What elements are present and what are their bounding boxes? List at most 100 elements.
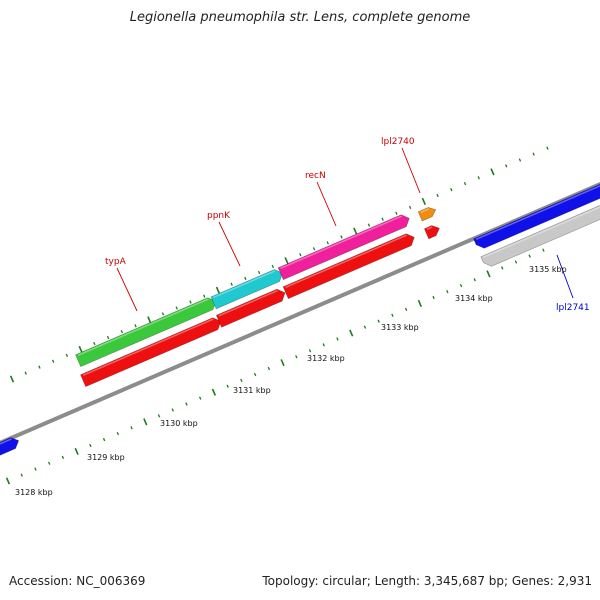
tick-mark <box>528 254 531 258</box>
feature-shape <box>215 288 286 328</box>
scale-label: 3133 kbp <box>381 323 419 332</box>
gene-labels: typA ppnK recN lpl2740 lpl2741 <box>105 137 590 313</box>
tick-mark <box>353 227 358 235</box>
gray-feature <box>480 198 600 267</box>
gene-label-typA: typA <box>105 257 127 267</box>
scale-label: 3132 kbp <box>307 354 345 363</box>
feature-highlight <box>77 298 209 356</box>
tick-mark <box>240 378 243 383</box>
tick-mark <box>404 307 408 311</box>
tick-mark <box>134 324 137 328</box>
tick-mark <box>130 426 133 430</box>
tick-row-outer <box>9 146 549 383</box>
feature-shape <box>80 317 222 388</box>
tick-mark <box>267 366 271 371</box>
scale-label: 3131 kbp <box>233 386 271 395</box>
tick-mark <box>226 384 229 388</box>
feature-highlight <box>213 270 276 299</box>
tick-mark <box>486 270 491 278</box>
tick-mark <box>74 447 79 455</box>
tick-mark <box>490 168 495 176</box>
tick-mark <box>473 278 476 282</box>
tick-mark <box>432 295 435 300</box>
tick-mark <box>61 455 65 459</box>
tick-mark <box>518 158 522 162</box>
feature-highlight <box>475 182 600 240</box>
tick-mark <box>436 193 439 198</box>
tick-mark <box>9 375 15 383</box>
tick-mark <box>230 282 233 286</box>
feature-shape <box>480 198 600 267</box>
feature-shape <box>210 269 283 310</box>
tick-mark <box>408 205 412 209</box>
tick-mark <box>161 312 165 316</box>
tick-mark <box>367 223 371 227</box>
cds-arrow <box>215 288 286 328</box>
tick-mark <box>93 341 96 346</box>
tick-row-inner <box>5 248 545 485</box>
tick-mark <box>143 418 148 426</box>
tick-mark <box>271 264 275 269</box>
scale-label: 3134 kbp <box>455 294 493 303</box>
tick-mark <box>463 182 467 186</box>
tick-mark <box>280 359 285 367</box>
feature-highlight <box>426 226 433 230</box>
tick-mark <box>244 276 247 281</box>
cds-arrow <box>282 233 415 300</box>
tick-mark <box>89 443 92 448</box>
scale-label: 3135 kbp <box>529 265 567 274</box>
callout-lpl2741 <box>556 254 574 299</box>
tick-mark <box>391 313 394 317</box>
tick-mark <box>532 152 535 156</box>
tick-mark <box>421 197 426 205</box>
tick-mark <box>459 284 463 288</box>
cds-arrow <box>424 225 440 240</box>
callout-lpl2740 <box>401 147 421 194</box>
tick-mark <box>326 241 329 245</box>
tick-mark <box>514 260 518 264</box>
feature-highlight <box>285 234 408 289</box>
tick-mark <box>312 247 316 251</box>
callout-ppnK <box>218 221 241 267</box>
gene-arrow-typA <box>75 297 217 368</box>
tick-mark <box>299 253 302 257</box>
tick-mark <box>203 294 206 298</box>
feature-shape <box>282 233 415 300</box>
tick-mark <box>185 402 188 406</box>
tick-mark <box>171 408 174 412</box>
feature-shape <box>0 437 20 460</box>
tick-mark <box>377 319 380 323</box>
tick-mark <box>147 316 152 324</box>
tick-mark <box>120 330 124 334</box>
tick-mark <box>199 396 202 400</box>
tick-mark <box>215 286 221 294</box>
gene-arrow-left <box>0 437 20 460</box>
tick-mark <box>34 467 37 471</box>
gene-arrow-ppnK <box>210 269 283 310</box>
tick-mark <box>395 211 398 215</box>
feature-shape <box>277 214 410 281</box>
tick-mark <box>284 257 289 265</box>
tick-mark <box>20 473 23 477</box>
tick-mark <box>47 461 51 465</box>
tick-mark <box>38 365 41 369</box>
tick-mark <box>65 353 69 357</box>
tick-mark <box>175 306 178 310</box>
tick-mark <box>546 146 549 150</box>
gene-label-lpl2740: lpl2740 <box>381 137 415 147</box>
tick-mark <box>51 359 55 363</box>
feature-highlight <box>0 438 12 450</box>
tick-mark <box>501 266 504 270</box>
scale-labels: 3128 kbp 3129 kbp 3130 kbp 3131 kbp 3132… <box>15 265 567 497</box>
tick-mark <box>24 371 27 375</box>
tick-mark <box>505 164 508 168</box>
feature-track <box>0 178 600 460</box>
gene-arrow-recN <box>277 214 410 281</box>
tick-mark <box>157 414 161 418</box>
feature-shape <box>417 207 437 222</box>
feature-highlight <box>280 215 403 270</box>
tick-mark <box>450 187 453 192</box>
gene-label-recN: recN <box>305 171 326 181</box>
map-title: Legionella pneumophila str. Lens, comple… <box>129 10 471 25</box>
callout-typA <box>116 267 138 312</box>
